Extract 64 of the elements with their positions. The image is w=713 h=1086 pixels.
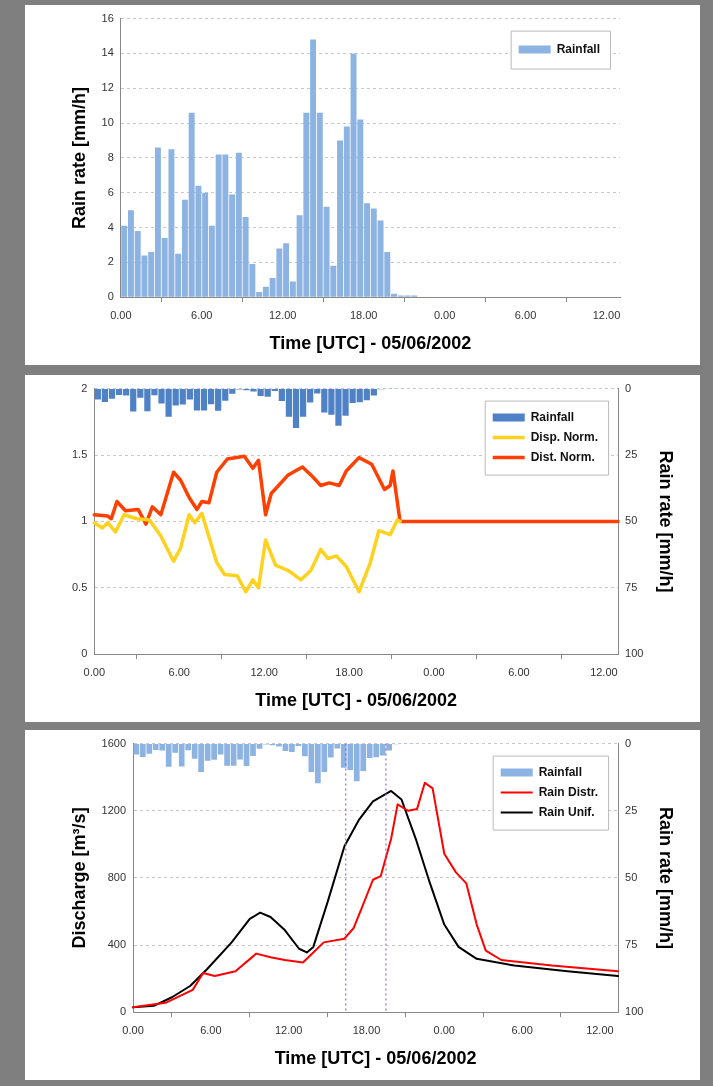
x-tick-label: 6.00: [514, 308, 537, 321]
y-tick-label: 0.5: [71, 580, 88, 593]
y-tick-label: 0: [107, 290, 114, 303]
x-tick-label: 0.00: [83, 665, 105, 678]
legend-label: Dist. Norm.: [530, 449, 595, 464]
x-tick-label: 12.00: [274, 1023, 303, 1036]
x-tick-label: 0.00: [433, 308, 456, 321]
y-tick-label: 1.5: [71, 448, 88, 461]
x-tick-label: 6.00: [200, 1023, 222, 1036]
legend-label: Rain Distr.: [538, 784, 599, 799]
legend-label: Rainfall: [530, 409, 575, 424]
x-tick-label: 12.00: [586, 1023, 614, 1036]
x-axis-title: Time [UTC] - 05/06/2002: [255, 690, 458, 711]
x-tick-label: 18.00: [352, 1023, 381, 1036]
y-tick-label: 6: [107, 185, 114, 198]
x-tick-label: 0.00: [110, 308, 132, 321]
legend-label: Rainfall: [556, 41, 600, 56]
y-tick-label: 14: [101, 46, 114, 59]
y-tick-label: 800: [107, 870, 127, 883]
x-tick-label: 12.00: [268, 308, 297, 321]
y-tick-label: 4: [107, 220, 114, 233]
y-tick-label: 1600: [101, 736, 127, 749]
x-tick-label: 6.00: [508, 665, 530, 678]
y2-tick-label: 100: [625, 1005, 644, 1018]
x-axis-title: Time [UTC] - 05/06/2002: [269, 333, 472, 354]
x-axis-title: Time [UTC] - 05/06/2002: [274, 1048, 477, 1069]
legend-label: Rainfall: [538, 764, 583, 779]
y2-tick-label: 25: [625, 448, 638, 461]
y2-axis-title: Rain rate [mm/h]: [656, 806, 677, 949]
y-tick-label: 1200: [101, 803, 127, 816]
y-axis-title: Discharge [m³/s]: [68, 807, 89, 949]
x-tick-label: 12.00: [590, 665, 618, 678]
y2-tick-label: 100: [625, 647, 644, 660]
y2-tick-label: 50: [625, 870, 638, 883]
legend-label: Disp. Norm.: [530, 429, 599, 444]
x-tick-label: 18.00: [349, 308, 378, 321]
y-tick-label: 10: [101, 116, 114, 129]
x-tick-label: 6.00: [168, 665, 190, 678]
x-tick-label: 12.00: [592, 308, 621, 321]
y2-tick-label: 25: [625, 803, 638, 816]
y-tick-label: 12: [101, 81, 114, 94]
y-tick-label: 2: [81, 381, 88, 394]
x-tick-label: 18.00: [335, 665, 363, 678]
y2-tick-label: 0: [625, 381, 632, 394]
y2-axis-title: Rain rate [mm/h]: [656, 450, 677, 593]
x-tick-label: 0.00: [433, 1023, 455, 1036]
x-tick-label: 0.00: [423, 665, 445, 678]
y2-tick-label: 0: [625, 736, 632, 749]
y-tick-label: 2: [107, 255, 114, 268]
y2-tick-label: 50: [625, 514, 638, 527]
legend-label: Rain Unif.: [538, 804, 595, 819]
y-tick-label: 1: [81, 514, 88, 527]
y-tick-label: 16: [101, 11, 114, 24]
y-axis-title: Rain rate [mm/h]: [68, 86, 89, 229]
y-tick-label: 0: [119, 1005, 127, 1018]
y2-tick-label: 75: [625, 938, 638, 951]
x-tick-label: 12.00: [250, 665, 278, 678]
y-tick-label: 400: [107, 938, 127, 951]
x-tick-label: 0.00: [122, 1023, 144, 1036]
y2-tick-label: 75: [625, 580, 638, 593]
y-tick-label: 8: [107, 150, 114, 163]
y-tick-label: 0: [81, 647, 88, 660]
x-tick-label: 6.00: [191, 308, 213, 321]
x-tick-label: 6.00: [511, 1023, 533, 1036]
